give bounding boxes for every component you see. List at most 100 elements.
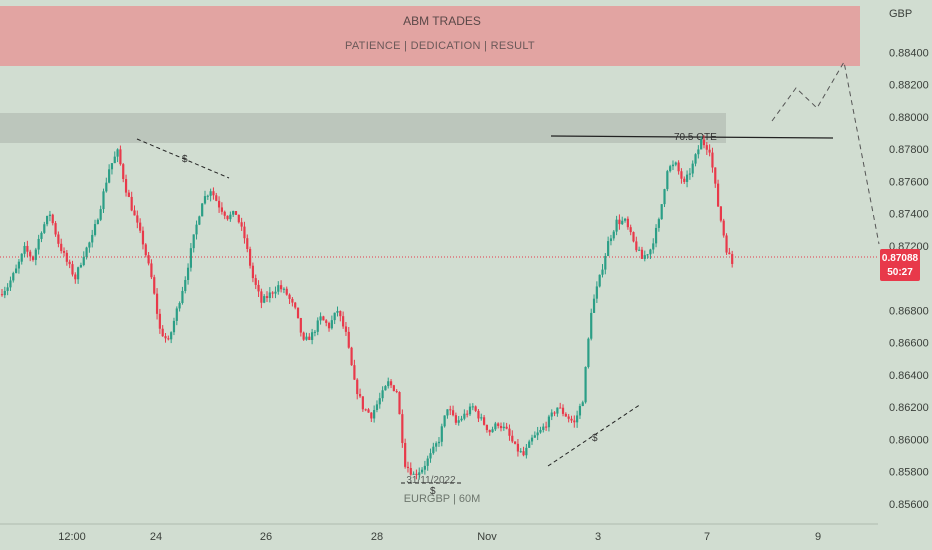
bull-candle	[192, 234, 195, 249]
bull-candle	[91, 234, 94, 243]
bull-candle	[590, 312, 593, 339]
bear-candle	[499, 425, 503, 429]
bear-candle	[702, 139, 706, 146]
bull-candle	[660, 204, 663, 220]
bear-candle	[308, 336, 311, 340]
bull-candle	[412, 473, 415, 475]
bear-candle	[364, 409, 367, 411]
bull-candle	[105, 182, 108, 192]
bear-candle	[629, 227, 632, 233]
bull-candle	[184, 279, 187, 291]
bear-candle	[265, 296, 269, 299]
bull-candle	[674, 162, 677, 165]
y-tick-label: 0.88200	[889, 80, 929, 92]
bull-candle	[592, 298, 596, 313]
bear-candle	[635, 241, 638, 251]
bull-candle	[601, 269, 604, 275]
bear-candle	[124, 179, 128, 193]
low-date-label: 31/11/2022	[406, 475, 456, 486]
bear-candle	[254, 278, 257, 285]
bull-candle	[420, 469, 424, 473]
bear-candle	[167, 338, 170, 340]
bear-candle	[71, 264, 74, 275]
y-tick-label: 0.85600	[889, 499, 929, 511]
bull-candle	[373, 410, 376, 419]
bear-candle	[122, 164, 125, 180]
bear-candle	[728, 252, 731, 255]
supply-zone	[0, 113, 726, 143]
bull-candle	[502, 426, 505, 429]
x-tick-label: 26	[260, 531, 272, 543]
liquidity-line-top	[136, 138, 230, 179]
bull-candle	[82, 256, 85, 266]
bear-candle	[618, 219, 621, 225]
bear-candle	[243, 226, 246, 239]
bull-candle	[99, 209, 102, 220]
bull-candle	[378, 398, 381, 405]
bear-candle	[141, 230, 145, 245]
bull-candle	[305, 336, 308, 340]
bear-candle	[567, 416, 570, 419]
bull-candle	[460, 418, 463, 421]
bull-candle	[206, 195, 209, 197]
bear-candle	[158, 313, 161, 329]
bull-candle	[110, 163, 114, 170]
bull-candle	[423, 465, 426, 470]
bull-candle	[88, 242, 91, 248]
bull-candle	[313, 331, 317, 333]
bear-candle	[212, 191, 215, 196]
bear-candle	[65, 252, 68, 262]
bear-candle	[291, 298, 294, 303]
bull-candle	[533, 435, 536, 438]
bull-candle	[457, 420, 460, 423]
current-price-box	[880, 249, 920, 281]
bear-candle	[454, 415, 457, 423]
bull-candle	[595, 286, 598, 299]
bull-candle	[654, 227, 658, 244]
bear-candle	[511, 435, 514, 442]
y-tick-label: 0.87800	[889, 144, 929, 156]
bear-candle	[139, 222, 142, 231]
bull-candle	[612, 231, 615, 239]
bear-candle	[561, 407, 565, 414]
bear-candle	[339, 310, 342, 317]
bull-candle	[542, 426, 545, 430]
bull-candle	[584, 366, 587, 403]
bull-candle	[189, 248, 192, 268]
y-tick-label: 0.86400	[889, 370, 929, 382]
bear-candle	[150, 263, 153, 278]
bear-candle	[226, 215, 229, 220]
bull-candle	[426, 458, 429, 466]
bull-candle	[20, 253, 23, 262]
bear-candle	[367, 409, 370, 413]
bear-candle	[719, 206, 723, 221]
bull-candle	[480, 417, 483, 419]
bear-candle	[488, 430, 491, 433]
bull-candle	[446, 409, 449, 416]
bear-candle	[57, 234, 60, 244]
bull-candle	[471, 406, 474, 408]
bear-candle	[155, 293, 159, 314]
bear-candle	[482, 417, 486, 425]
bull-candle	[48, 214, 52, 216]
bull-candle	[581, 402, 584, 407]
bear-candle	[153, 277, 156, 294]
bull-candle	[443, 415, 446, 427]
bear-candle	[342, 316, 345, 327]
bull-candle	[17, 261, 21, 269]
bull-candle	[263, 296, 266, 303]
bull-candle	[694, 154, 697, 164]
liquidity-marker-top: $	[182, 154, 188, 165]
bull-candle	[34, 249, 37, 260]
bull-candle	[186, 267, 190, 280]
current-price-value: 0.87088	[882, 253, 919, 264]
bear-candle	[573, 420, 576, 423]
bull-candle	[77, 267, 80, 280]
bull-candle	[547, 416, 551, 428]
bear-candle	[296, 307, 300, 319]
bear-candle	[136, 215, 139, 223]
bull-candle	[437, 441, 441, 444]
bull-candle	[311, 332, 314, 340]
